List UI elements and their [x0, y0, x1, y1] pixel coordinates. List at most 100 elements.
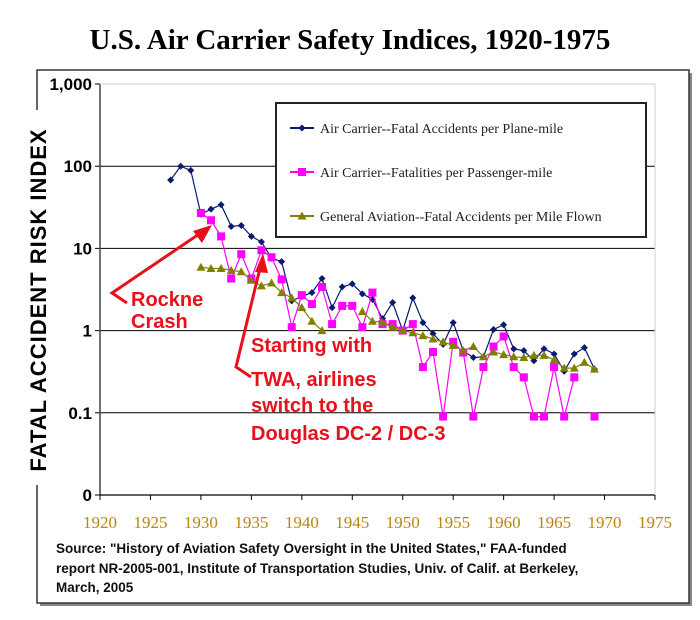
series-1 — [167, 162, 598, 375]
data-point — [438, 337, 448, 346]
data-point — [408, 328, 418, 337]
data-point — [206, 263, 216, 272]
data-point — [328, 320, 337, 329]
data-point — [388, 322, 398, 331]
data-point — [490, 326, 498, 334]
data-point — [357, 307, 367, 316]
x-tick-label: 1950 — [386, 513, 420, 532]
rockne-arrow-line — [109, 226, 209, 305]
data-point — [428, 334, 438, 343]
data-point — [278, 258, 286, 266]
data-point — [317, 326, 327, 335]
data-point — [510, 345, 518, 353]
data-point — [348, 280, 356, 288]
data-point — [398, 326, 408, 335]
data-point — [318, 282, 326, 291]
data-point — [539, 350, 549, 359]
data-point — [287, 293, 297, 302]
data-point — [236, 267, 246, 276]
data-point — [167, 176, 175, 184]
data-point — [479, 363, 488, 372]
data-point — [196, 208, 205, 217]
data-point — [277, 275, 286, 284]
source-line-1: Source: "History of Aviation Safety Over… — [56, 541, 567, 556]
data-point — [549, 355, 559, 364]
data-point — [439, 412, 448, 421]
legend-diamond-icon — [298, 124, 306, 132]
data-point — [246, 275, 256, 284]
data-point — [519, 353, 529, 362]
data-point — [368, 288, 377, 297]
legend-box — [275, 102, 647, 238]
legend-triangle-icon — [297, 211, 307, 220]
data-point — [469, 354, 477, 362]
data-point — [227, 222, 235, 230]
legend-label: Air Carrier--Fatal Accidents per Plane-m… — [320, 122, 563, 137]
data-point — [226, 265, 236, 274]
data-point — [520, 347, 528, 355]
x-tick-label: 1960 — [487, 513, 521, 532]
data-point — [499, 350, 509, 359]
data-point — [469, 412, 478, 421]
legend-item: General Aviation--Fatal Accidents per Mi… — [290, 210, 602, 225]
data-point — [409, 294, 417, 302]
x-tick-label: 1935 — [234, 513, 268, 532]
source-note: Source: "History of Aviation Safety Over… — [56, 541, 578, 595]
x-tick-label: 1925 — [133, 513, 167, 532]
data-point — [187, 166, 195, 174]
data-point — [287, 323, 296, 332]
data-point — [489, 342, 498, 351]
annotation-twa: Starting with TWA, airlines switch to th… — [234, 253, 445, 445]
data-point — [499, 332, 508, 341]
data-point — [489, 347, 499, 356]
data-point — [418, 331, 428, 340]
series-3 — [196, 262, 599, 373]
rockne-arrowhead-icon — [193, 225, 212, 243]
data-point — [207, 216, 215, 225]
data-point — [449, 319, 457, 327]
x-tick-label: 1965 — [537, 513, 571, 532]
rockne-label-line-1: Rockne — [131, 289, 203, 311]
x-tick-label: 1930 — [184, 513, 218, 532]
data-point — [509, 352, 519, 361]
legend-label: General Aviation--Fatal Accidents per Mi… — [320, 210, 602, 225]
data-point — [177, 162, 185, 170]
ylabel-backdrop — [26, 110, 52, 485]
data-point — [257, 238, 265, 246]
y-axis-label: FATAL ACCIDENT RISK INDEX — [26, 128, 51, 471]
data-point — [579, 357, 589, 366]
twa-arrowhead-icon — [255, 253, 268, 273]
data-point — [570, 373, 579, 382]
data-point — [348, 301, 357, 310]
data-point — [478, 352, 488, 361]
data-point — [358, 290, 366, 298]
data-point — [540, 345, 548, 353]
twa-arrow-line — [234, 263, 263, 379]
data-point — [550, 350, 558, 358]
data-point — [580, 344, 588, 352]
data-point — [419, 319, 427, 327]
data-point — [367, 316, 377, 325]
rockne-label-line-2: Crash — [131, 311, 188, 333]
y-tick-labels: 1,000 100 10 1 0.1 0 — [49, 75, 92, 505]
axes — [95, 83, 656, 500]
legend: Air Carrier--Fatal Accidents per Plane-m… — [275, 102, 647, 238]
data-point — [429, 330, 437, 338]
data-point — [237, 250, 246, 259]
data-point — [418, 363, 427, 372]
data-point — [217, 232, 226, 241]
chart-title: U.S. Air Carrier Safety Indices, 1920-19… — [90, 24, 611, 56]
source-line-3: March, 2005 — [56, 580, 134, 595]
data-point — [237, 221, 245, 229]
source-line-2: report NR-2005-001, Institute of Transpo… — [56, 561, 578, 576]
data-point — [297, 303, 307, 312]
x-tick-label: 1970 — [588, 513, 622, 532]
data-point — [429, 347, 437, 356]
data-point — [196, 262, 206, 271]
y-tick-label: 0 — [83, 486, 92, 505]
data-point — [307, 316, 317, 325]
data-point — [207, 205, 215, 213]
twa-label-line-3: switch to the — [251, 395, 373, 417]
legend-label: Air Carrier--Fatalities per Passenger-mi… — [320, 166, 552, 181]
